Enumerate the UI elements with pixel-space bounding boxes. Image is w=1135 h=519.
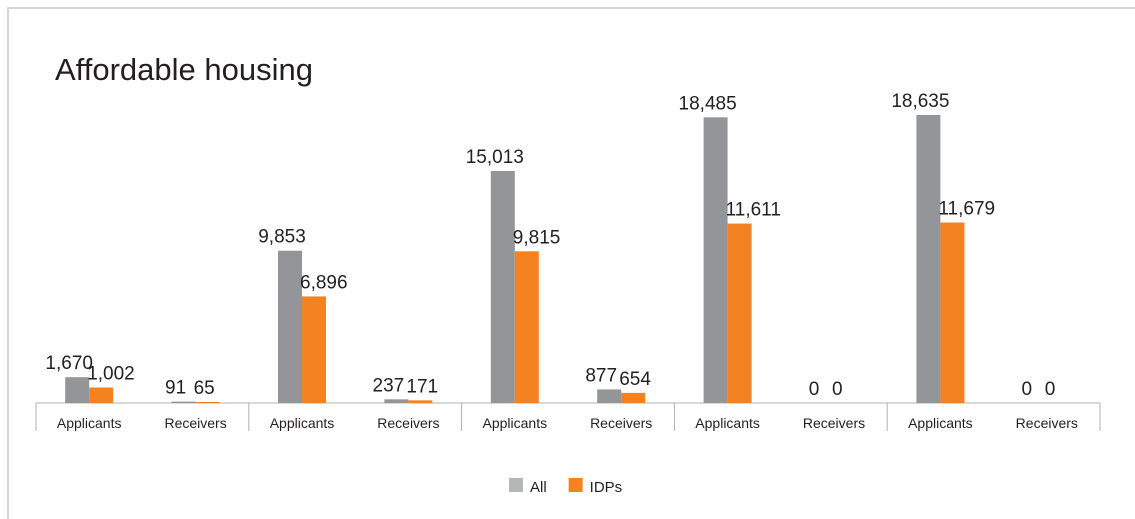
legend-label: IDPs bbox=[590, 479, 623, 496]
value-label: 15,013 bbox=[466, 147, 524, 168]
value-label: 11,611 bbox=[726, 200, 781, 221]
value-label: 877 bbox=[585, 365, 617, 386]
legend-label: All bbox=[530, 479, 547, 496]
bar bbox=[621, 392, 646, 403]
value-label: 237 bbox=[373, 375, 405, 396]
bar bbox=[278, 250, 302, 403]
x-tick-label: Applicants bbox=[908, 415, 973, 431]
value-label: 1,002 bbox=[87, 364, 135, 385]
x-tick-label: Receivers bbox=[377, 415, 439, 431]
bar bbox=[195, 401, 220, 403]
frame bbox=[7, 7, 1135, 519]
x-tick-label: Receivers bbox=[1016, 415, 1078, 431]
bar bbox=[916, 115, 941, 403]
x-tick-label: Applicants bbox=[483, 415, 548, 431]
bar bbox=[384, 399, 409, 403]
value-label: 171 bbox=[406, 376, 438, 397]
value-label: 11,679 bbox=[938, 199, 995, 220]
value-label: 0 bbox=[832, 379, 843, 400]
x-tick-label: Applicants bbox=[57, 415, 122, 431]
bar bbox=[65, 377, 90, 403]
value-label: 1,670 bbox=[45, 353, 93, 374]
bar bbox=[597, 389, 622, 403]
chart-title: Affordable housing bbox=[55, 52, 313, 87]
value-label: 654 bbox=[619, 369, 651, 390]
value-label: 0 bbox=[809, 379, 820, 400]
value-label: 0 bbox=[1022, 379, 1033, 400]
legend-swatch bbox=[509, 478, 523, 492]
value-label: 9,815 bbox=[513, 227, 561, 248]
x-tick-label: Applicants bbox=[695, 415, 760, 431]
x-tick-label: Receivers bbox=[590, 415, 652, 431]
value-label: 91 bbox=[165, 378, 186, 399]
value-label: 9,853 bbox=[258, 227, 306, 248]
bar bbox=[514, 251, 539, 403]
bar bbox=[940, 222, 965, 403]
value-label: 18,635 bbox=[891, 91, 949, 112]
bar bbox=[703, 117, 728, 403]
bar bbox=[171, 401, 196, 403]
value-label: 0 bbox=[1045, 379, 1056, 400]
bar bbox=[302, 296, 326, 403]
value-label: 18,485 bbox=[679, 93, 737, 114]
bar bbox=[490, 170, 515, 403]
x-tick-label: Receivers bbox=[164, 415, 226, 431]
bar bbox=[408, 400, 433, 403]
x-tick-label: Receivers bbox=[803, 415, 865, 431]
bar bbox=[89, 387, 114, 403]
bar bbox=[727, 223, 752, 403]
x-tick-label: Applicants bbox=[270, 415, 335, 431]
value-label: 65 bbox=[194, 378, 215, 399]
legend-swatch bbox=[568, 478, 583, 492]
value-label: 6,896 bbox=[300, 272, 348, 293]
